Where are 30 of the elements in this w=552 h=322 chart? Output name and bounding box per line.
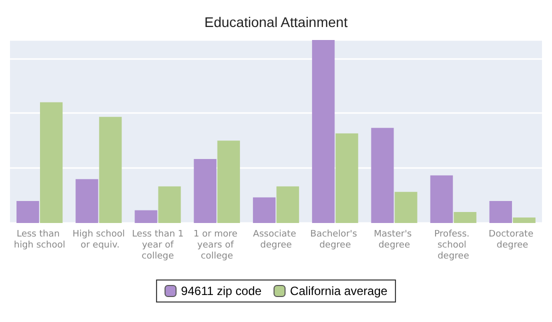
bar xyxy=(16,201,40,223)
chart-title: Educational Attainment xyxy=(204,14,348,30)
x-tick-label: 1 or more years of college xyxy=(193,230,240,262)
x-tick-label: Doctorate degree xyxy=(488,230,536,250)
x-tick-label: Less than 1 year of college xyxy=(132,230,184,262)
bar xyxy=(194,158,216,223)
bar xyxy=(134,210,158,223)
legend-label: 94611 zip code xyxy=(181,284,262,298)
bar xyxy=(252,197,276,223)
x-tick-label: Less than high school xyxy=(14,230,66,250)
bar xyxy=(217,140,240,223)
x-tick-label: Bachelor's degree xyxy=(310,230,360,250)
bar xyxy=(394,192,418,223)
bar xyxy=(99,116,122,223)
bar xyxy=(276,186,300,223)
bar xyxy=(336,133,358,223)
bar xyxy=(158,186,181,223)
bar xyxy=(454,212,476,223)
x-tick-label: Master's degree xyxy=(374,230,415,250)
bar xyxy=(489,201,512,223)
bar xyxy=(512,218,536,223)
x-tick-label: High school or equiv. xyxy=(72,230,125,250)
bar xyxy=(76,179,98,223)
bar xyxy=(40,102,63,223)
x-tick-label: Associate degree xyxy=(253,230,299,250)
bar xyxy=(371,128,394,223)
x-tick-label: Profess. school degree xyxy=(434,230,472,262)
legend-label: California average xyxy=(290,284,388,298)
bar xyxy=(430,175,453,223)
bar xyxy=(312,40,335,223)
